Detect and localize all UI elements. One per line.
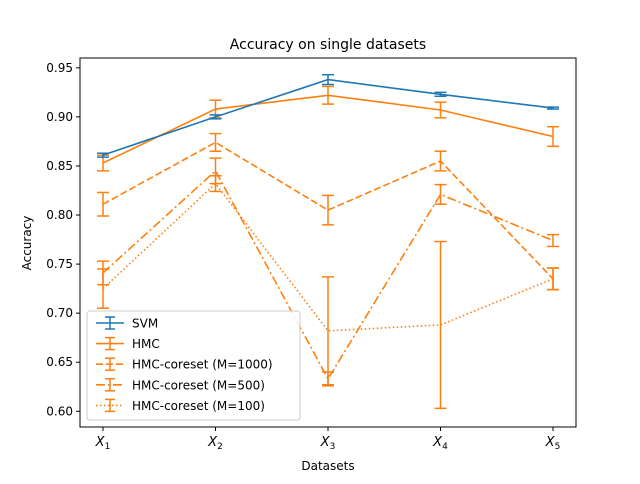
- series-line: [102, 78, 554, 156]
- legend-label: HMC-coreset (M=100): [132, 399, 265, 413]
- x-tick-subscript: 5: [555, 442, 561, 452]
- y-axis: 0.60 0.65 0.70 0.75 0.80 0.85 0.90 0.95: [46, 61, 80, 418]
- y-tick-label: 0.85: [46, 159, 73, 173]
- legend-entry: HMC-coreset (M=1000): [96, 357, 273, 372]
- y-tick-label: 0.75: [46, 257, 73, 271]
- series-0: [97, 73, 559, 158]
- plot-area: [97, 73, 559, 410]
- y-tick-label: 0.65: [46, 355, 73, 369]
- series-3: [97, 157, 559, 387]
- legend-label: HMC-coreset (M=1000): [132, 358, 273, 372]
- y-tick-label: 0.80: [46, 208, 73, 222]
- legend-label: HMC-coreset (M=500): [132, 378, 265, 392]
- y-tick-label: 0.95: [46, 61, 73, 75]
- x-tick-subscript: 4: [442, 442, 448, 452]
- series-line: [102, 141, 554, 280]
- y-tick-label: 0.90: [46, 110, 73, 124]
- x-tick-subscript: 2: [217, 442, 223, 452]
- series-line: [102, 182, 554, 332]
- legend-label: SVM: [132, 317, 158, 331]
- x-tick-subscript: 3: [330, 442, 336, 452]
- y-axis-label: Accuracy: [20, 216, 34, 271]
- legend-entry: SVM: [96, 316, 158, 331]
- y-tick-label: 0.70: [46, 306, 73, 320]
- legend-entry: HMC: [96, 336, 160, 351]
- legend-entry: HMC-coreset (M=500): [96, 378, 265, 392]
- series-line: [102, 94, 554, 164]
- legend-label: HMC: [132, 337, 160, 351]
- x-tick-subscript: 1: [105, 442, 111, 452]
- legend-entry: HMC-coreset (M=100): [96, 398, 265, 413]
- series-2: [97, 132, 559, 291]
- x-axis-label: Datasets: [301, 459, 354, 473]
- legend: SVM HMC HMC-coreset (M=1000) HMC-coreset (M…: [86, 310, 301, 421]
- legend-frame: [86, 310, 301, 421]
- chart-title: Accuracy on single datasets: [230, 37, 426, 53]
- y-tick-label: 0.60: [46, 404, 73, 418]
